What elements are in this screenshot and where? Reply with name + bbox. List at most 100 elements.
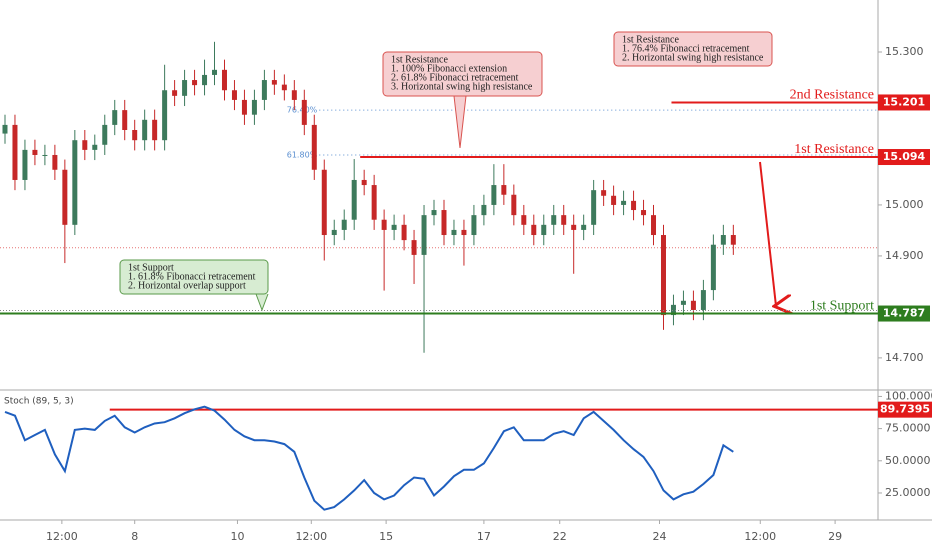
candle-body (82, 140, 88, 150)
candle-body (511, 194, 517, 216)
x-tick-label: 10 (230, 530, 244, 543)
candle-body (451, 229, 457, 236)
candle-body (591, 190, 597, 225)
candle-body (12, 124, 18, 180)
candle-body (311, 124, 317, 170)
candle-body (42, 154, 48, 156)
callout-text: 2. Horizontal swing high resistance (622, 52, 764, 63)
y-tick-label: 15.300 (885, 45, 924, 58)
callout-pointer (255, 293, 269, 312)
candle-body (431, 210, 437, 216)
level-label: 1st Resistance (794, 142, 874, 157)
candle-body (381, 219, 387, 230)
candle-body (92, 144, 98, 150)
candle-body (720, 235, 726, 245)
candle-body (371, 185, 377, 220)
callout-text: 1st Resistance (391, 54, 448, 65)
x-tick-label: 12:00 (744, 530, 776, 543)
candle-body (361, 179, 367, 186)
candle-body (561, 215, 567, 225)
callout-text: 1st Support (128, 262, 174, 273)
candle-body (52, 154, 58, 170)
candle-body (321, 169, 327, 236)
x-tick-label: 12:00 (295, 530, 327, 543)
y-tick-label: 14.700 (885, 351, 924, 364)
callout-text: 1. 100% Fibonacci extension (391, 63, 507, 74)
candle-body (541, 224, 547, 236)
callout-pointer (453, 95, 467, 149)
candle-body (122, 110, 128, 130)
level-tag (878, 94, 930, 111)
candle-body (411, 240, 417, 255)
level-tag-label: 14.787 (883, 307, 925, 320)
candle-body (341, 219, 347, 230)
callout-box (613, 31, 773, 67)
candle-body (421, 215, 427, 255)
candle-body (241, 99, 247, 115)
callout-text: 1. 61.8% Fibonacci retracement (128, 271, 256, 282)
candle-body (62, 169, 68, 225)
candle-body (281, 84, 287, 91)
candle-body (461, 229, 467, 236)
y2-tick-label: 50.0000 (885, 454, 931, 467)
candle-body (351, 179, 357, 220)
callout-text: 2. Horizontal overlap support (128, 280, 246, 291)
level-tag-label: 15.094 (883, 150, 926, 163)
x-tick-label: 17 (477, 530, 491, 543)
candle-body (142, 119, 148, 141)
candle-body (611, 195, 617, 205)
candle-body (581, 224, 587, 230)
candle-body (152, 119, 158, 141)
candle-body (441, 210, 447, 236)
candle-body (571, 224, 577, 230)
level-label: 2nd Resistance (790, 88, 874, 103)
y2-tick-label: 100.0000 (885, 389, 932, 402)
y-tick-label: 14.900 (885, 249, 924, 262)
candle-body (102, 124, 108, 145)
level-tag (878, 305, 930, 322)
candle-body (501, 185, 507, 195)
candle-body (680, 300, 686, 305)
level-label: 1st Support (810, 299, 874, 314)
candle-body (660, 235, 666, 316)
candle-body (491, 185, 497, 205)
y-tick-label: 15.000 (885, 198, 924, 211)
candle-body (531, 224, 537, 236)
candle-body (172, 90, 178, 96)
x-tick-label: 8 (131, 530, 138, 543)
candle-body (182, 80, 188, 96)
candle-body (401, 224, 407, 241)
candle-body (162, 90, 168, 141)
target-arrow (759, 161, 776, 306)
candle-body (291, 90, 297, 100)
x-tick-label: 15 (379, 530, 393, 543)
y2-tick-label: 75.0000 (885, 422, 931, 435)
candle-body (551, 215, 557, 225)
indicator-level-tag (878, 401, 932, 418)
callout-text: 3. Horizontal swing high resistance (391, 81, 533, 92)
candle-body (132, 130, 138, 141)
level-tag (878, 149, 930, 166)
indicator-name: Stoch (89, 5, 3) (4, 397, 74, 407)
indicator-line (4, 405, 734, 511)
candle-body (212, 69, 218, 75)
candle-body (72, 140, 78, 225)
candle-body (601, 190, 607, 196)
candle-body (521, 215, 527, 225)
candle-body (112, 110, 118, 125)
candle-body (202, 74, 208, 86)
candle-body (301, 99, 307, 125)
candle-body (221, 69, 227, 91)
candle-body (271, 80, 277, 85)
candle-body (641, 210, 647, 216)
callout-text: 1. 76.4% Fibonacci retracement (622, 43, 750, 54)
level-tag-label: 15.201 (883, 95, 925, 108)
candle-body (621, 200, 627, 205)
x-tick-label: 22 (553, 530, 567, 543)
callout-box (382, 51, 543, 97)
indicator-level-tag-label: 89.7395 (880, 403, 930, 416)
candle-body (231, 90, 237, 100)
candle-body (2, 124, 8, 134)
x-tick-label: 12:00 (46, 530, 78, 543)
